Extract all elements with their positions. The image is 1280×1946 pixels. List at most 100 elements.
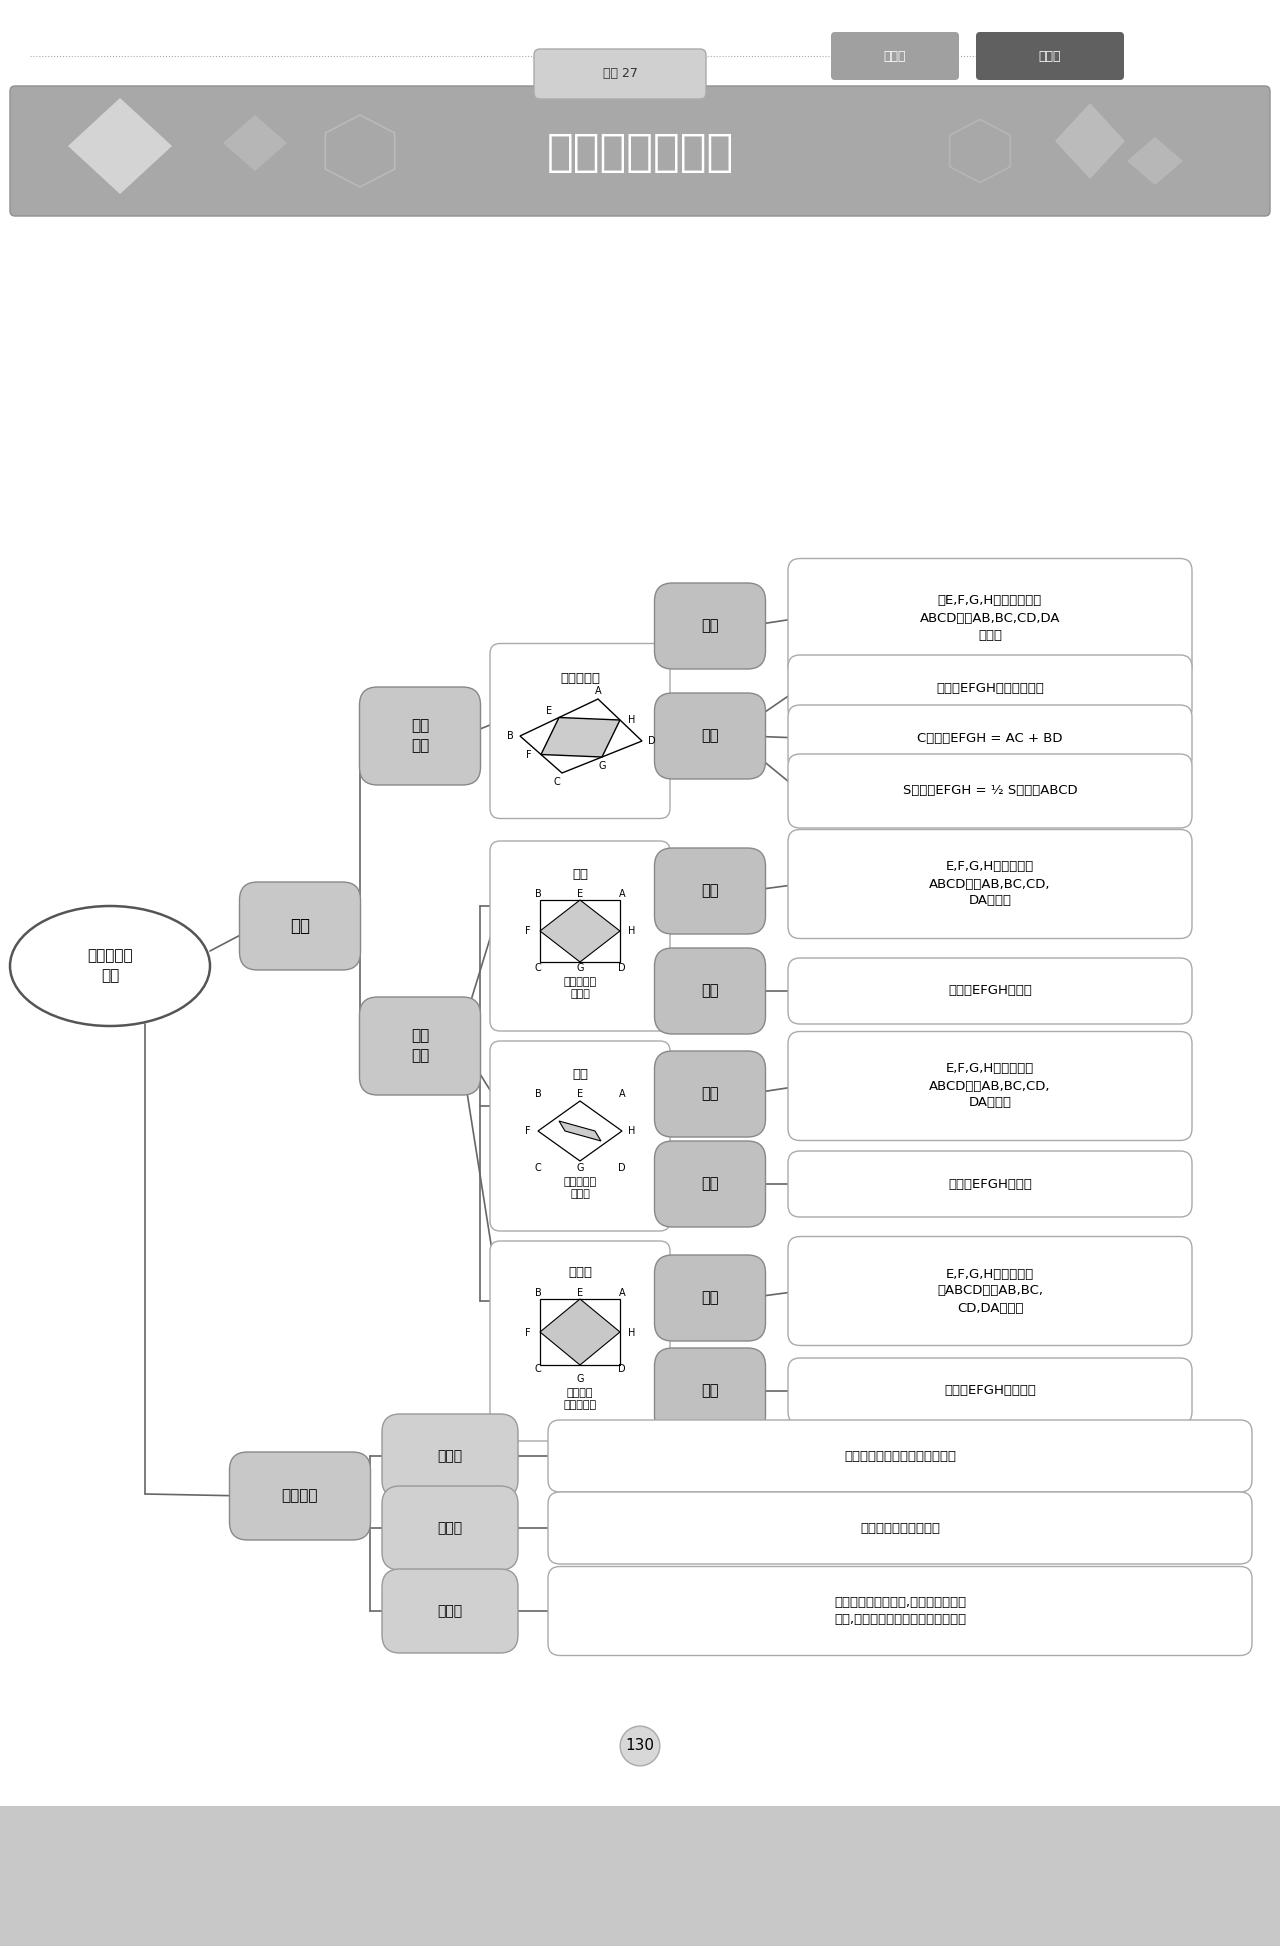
Text: F: F (526, 749, 531, 759)
Text: 点E,F,G,H分别是四边形
ABCD的边AB,BC,CD,DA
的中点: 点E,F,G,H分别是四边形 ABCD的边AB,BC,CD,DA 的中点 (920, 594, 1060, 642)
Polygon shape (1126, 136, 1183, 185)
Polygon shape (68, 97, 172, 195)
FancyBboxPatch shape (654, 1349, 765, 1434)
FancyBboxPatch shape (788, 704, 1192, 771)
Text: E: E (577, 889, 584, 899)
Text: A: A (618, 1090, 626, 1099)
FancyBboxPatch shape (548, 1567, 1252, 1656)
Text: E,F,G,H分别为矩形
ABCD的边AB,BC,CD,
DA的中点: E,F,G,H分别为矩形 ABCD的边AB,BC,CD, DA的中点 (929, 860, 1051, 907)
FancyBboxPatch shape (381, 1415, 518, 1498)
Text: 解题思路: 解题思路 (282, 1489, 319, 1504)
Text: 菱形的中点
四边形: 菱形的中点 四边形 (563, 1177, 596, 1199)
Text: 结论: 结论 (701, 1177, 719, 1191)
Text: E: E (577, 1090, 584, 1099)
FancyBboxPatch shape (360, 687, 480, 784)
FancyBboxPatch shape (654, 584, 765, 669)
Text: B: B (535, 889, 541, 899)
Text: A: A (618, 889, 626, 899)
Text: 中点四边形模型: 中点四边形模型 (547, 132, 733, 175)
Text: 配模型: 配模型 (438, 1522, 462, 1535)
FancyBboxPatch shape (360, 996, 480, 1096)
Text: 顺次连接各边的中点,连接四边形的对
角线,利用中位线的性质解决相关问题: 顺次连接各边的中点,连接四边形的对 角线,利用中位线的性质解决相关问题 (835, 1596, 966, 1627)
Text: E: E (547, 706, 552, 716)
Text: F: F (525, 1127, 531, 1136)
Polygon shape (541, 718, 620, 757)
Text: H: H (628, 1327, 636, 1339)
Text: 结论: 结论 (701, 983, 719, 998)
Text: C: C (535, 1364, 541, 1374)
Text: F: F (525, 926, 531, 936)
Text: C: C (535, 963, 541, 973)
FancyBboxPatch shape (654, 1255, 765, 1341)
FancyBboxPatch shape (490, 1041, 669, 1232)
Text: G: G (576, 1374, 584, 1384)
FancyBboxPatch shape (788, 829, 1192, 938)
FancyBboxPatch shape (239, 882, 361, 969)
Text: 找条件: 找条件 (438, 1450, 462, 1463)
Text: A: A (595, 687, 602, 697)
Text: 模型
拓展: 模型 拓展 (411, 1029, 429, 1063)
Text: C: C (554, 776, 561, 786)
FancyBboxPatch shape (788, 559, 1192, 677)
FancyBboxPatch shape (788, 1150, 1192, 1216)
Text: 130: 130 (626, 1738, 654, 1753)
Text: B: B (507, 732, 513, 741)
Text: 基础
模型: 基础 模型 (411, 718, 429, 753)
Text: E,F,G,H分别为正方
形ABCD的边AB,BC,
CD,DA的中点: E,F,G,H分别为正方 形ABCD的边AB,BC, CD,DA的中点 (937, 1267, 1043, 1314)
Text: 用模型: 用模型 (438, 1604, 462, 1617)
Text: 四边形EFGH是矩形: 四边形EFGH是矩形 (948, 1177, 1032, 1191)
Text: F: F (525, 1327, 531, 1339)
Text: 条件: 条件 (701, 883, 719, 899)
Polygon shape (540, 899, 620, 961)
Text: 四边形EFGH是菱形: 四边形EFGH是菱形 (948, 985, 1032, 998)
Text: E,F,G,H分别为菱形
ABCD的边AB,BC,CD,
DA的中点: E,F,G,H分别为菱形 ABCD的边AB,BC,CD, DA的中点 (929, 1063, 1051, 1109)
Text: 菱形: 菱形 (572, 1068, 588, 1080)
FancyBboxPatch shape (788, 753, 1192, 827)
FancyBboxPatch shape (229, 1452, 370, 1539)
Polygon shape (1055, 103, 1125, 179)
Text: 矩形的中点
四边形: 矩形的中点 四边形 (563, 977, 596, 1000)
FancyBboxPatch shape (548, 1493, 1252, 1565)
FancyBboxPatch shape (381, 1568, 518, 1652)
Text: 中点四边形
模型: 中点四边形 模型 (87, 948, 133, 983)
Text: D: D (618, 963, 626, 973)
Text: 结论: 结论 (701, 1384, 719, 1399)
Ellipse shape (10, 907, 210, 1026)
FancyBboxPatch shape (0, 1806, 1280, 1946)
Text: E: E (577, 1288, 584, 1298)
Text: G: G (598, 761, 605, 771)
FancyBboxPatch shape (490, 644, 669, 819)
Text: C: C (535, 1164, 541, 1173)
FancyBboxPatch shape (654, 1140, 765, 1228)
Text: S四边形EFGH = ½ S四边形ABCD: S四边形EFGH = ½ S四边形ABCD (902, 784, 1078, 798)
Text: 正方形: 正方形 (568, 1267, 591, 1280)
FancyBboxPatch shape (654, 848, 765, 934)
Text: 任意四边形: 任意四边形 (561, 673, 600, 685)
Text: 矩形: 矩形 (572, 868, 588, 880)
Text: 四边形: 四边形 (1039, 49, 1061, 62)
Text: C四边形EFGH = AC + BD: C四边形EFGH = AC + BD (918, 732, 1062, 745)
Text: A: A (618, 1288, 626, 1298)
FancyBboxPatch shape (381, 1487, 518, 1570)
FancyBboxPatch shape (977, 31, 1124, 80)
FancyBboxPatch shape (788, 957, 1192, 1024)
FancyBboxPatch shape (490, 841, 669, 1031)
Text: B: B (535, 1090, 541, 1099)
Text: 条件: 条件 (701, 1290, 719, 1306)
Text: D: D (618, 1164, 626, 1173)
Text: 类型: 类型 (291, 917, 310, 934)
Polygon shape (540, 1300, 620, 1364)
FancyBboxPatch shape (490, 1242, 669, 1440)
Text: H: H (628, 1127, 636, 1136)
FancyBboxPatch shape (654, 948, 765, 1033)
Text: D: D (648, 736, 655, 745)
Text: 考虑用中点四边形模型: 考虑用中点四边形模型 (860, 1522, 940, 1535)
FancyBboxPatch shape (788, 1236, 1192, 1345)
Text: 条件: 条件 (701, 1086, 719, 1101)
Polygon shape (223, 115, 287, 171)
Text: B: B (535, 1288, 541, 1298)
FancyBboxPatch shape (654, 693, 765, 778)
Text: G: G (576, 1164, 584, 1173)
FancyBboxPatch shape (548, 1421, 1252, 1493)
Text: D: D (618, 1364, 626, 1374)
